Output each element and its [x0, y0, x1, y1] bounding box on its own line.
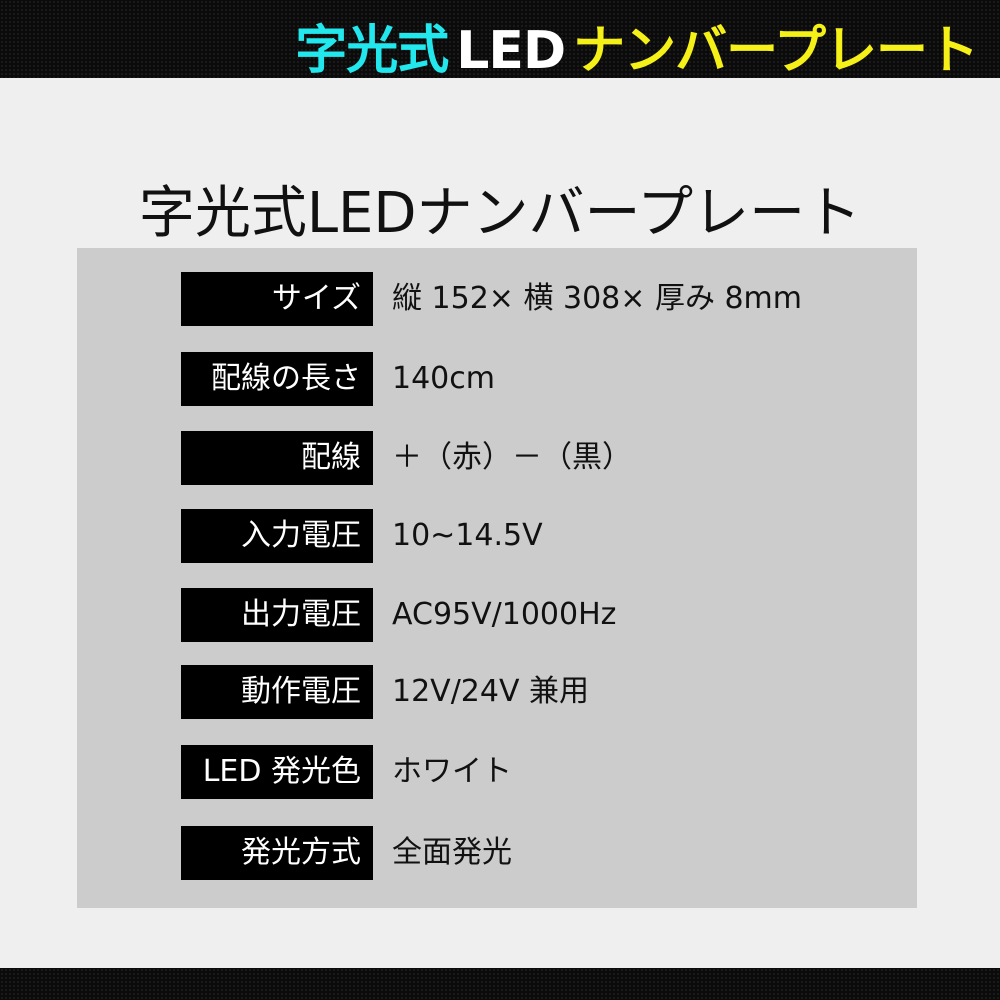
- footer-bar: [0, 968, 1000, 1000]
- spec-label: LED 発光色: [181, 745, 373, 799]
- spec-row-led-color: LED 発光色 ホワイト: [181, 745, 881, 799]
- spec-value: ＋（赤）－（黒）: [392, 440, 632, 475]
- spec-panel: サイズ 縦 152× 横 308× 厚み 8mm 配線の長さ 140cm 配線 …: [77, 248, 917, 908]
- spec-row-input-voltage: 入力電圧 10~14.5V: [181, 509, 881, 563]
- spec-label: 出力電圧: [181, 588, 373, 642]
- spec-value: 縦 152× 横 308× 厚み 8mm: [392, 281, 803, 316]
- header-bar: 字光式 LED ナンバープレート: [0, 0, 1000, 81]
- spec-value: 12V/24V 兼用: [392, 674, 590, 709]
- spec-label: サイズ: [181, 272, 373, 326]
- spec-row-output-voltage: 出力電圧 AC95V/1000Hz: [181, 588, 881, 642]
- spec-row-emission-type: 発光方式 全面発光: [181, 826, 881, 880]
- spec-value: 140cm: [392, 361, 495, 396]
- spec-value: 全面発光: [392, 835, 512, 870]
- spec-label: 配線の長さ: [181, 352, 373, 406]
- banner-part-2: LED: [456, 21, 566, 81]
- spec-label: 入力電圧: [181, 509, 373, 563]
- spec-label: 動作電圧: [181, 665, 373, 719]
- spec-label: 発光方式: [181, 826, 373, 880]
- banner-title: 字光式 LED ナンバープレート: [295, 8, 979, 83]
- banner-part-1: 字光式: [295, 21, 449, 81]
- spec-value: AC95V/1000Hz: [392, 597, 617, 632]
- spec-row-wire-length: 配線の長さ 140cm: [181, 352, 881, 406]
- spec-row-size: サイズ 縦 152× 横 308× 厚み 8mm: [181, 272, 881, 326]
- page-title: 字光式LEDナンバープレート: [138, 181, 862, 246]
- spec-row-wiring: 配線 ＋（赤）－（黒）: [181, 431, 881, 485]
- spec-row-operating-voltage: 動作電圧 12V/24V 兼用: [181, 665, 881, 719]
- spec-value: 10~14.5V: [392, 518, 543, 553]
- spec-value: ホワイト: [392, 754, 512, 789]
- spec-label: 配線: [181, 431, 373, 485]
- banner-part-3: ナンバープレート: [573, 21, 979, 81]
